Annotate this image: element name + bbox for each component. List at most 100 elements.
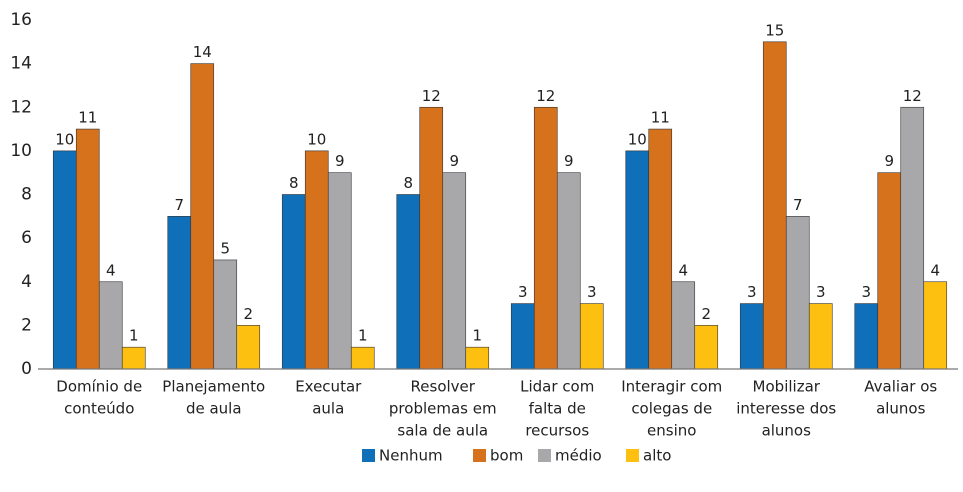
- legend-swatch: [626, 449, 639, 462]
- data-label: 10: [628, 130, 647, 148]
- data-label: 2: [701, 305, 711, 323]
- data-label: 8: [289, 174, 299, 192]
- bar: [533, 106, 558, 370]
- y-tick-label: 2: [21, 315, 32, 335]
- bar: [556, 172, 581, 370]
- data-label: 3: [861, 283, 871, 301]
- data-label: 9: [335, 152, 345, 170]
- y-tick-label: 12: [10, 97, 32, 117]
- data-label: 4: [678, 261, 688, 279]
- data-label: 1: [358, 327, 368, 345]
- x-tick-label: problemas em: [389, 400, 497, 418]
- data-label: 9: [449, 152, 459, 170]
- data-label: 3: [587, 283, 597, 301]
- x-tick-label: recursos: [525, 422, 589, 440]
- x-tick-label: colegas de: [631, 400, 712, 418]
- data-label: 1: [472, 327, 482, 345]
- x-tick-label: falta de: [529, 400, 586, 418]
- data-label: 12: [903, 87, 922, 105]
- data-label: 3: [816, 283, 826, 301]
- bar: [121, 346, 146, 370]
- data-label: 7: [793, 196, 803, 214]
- data-label: 3: [518, 283, 528, 301]
- x-tick-label: conteúdo: [64, 400, 134, 418]
- bar: [625, 150, 650, 370]
- data-label: 11: [78, 109, 97, 127]
- data-label: 10: [307, 130, 326, 148]
- legend-swatch: [362, 449, 375, 462]
- data-label: 4: [930, 261, 940, 279]
- bar: [190, 63, 215, 370]
- y-tick-label: 14: [10, 54, 32, 74]
- x-tick-label: ensino: [647, 422, 696, 440]
- x-tick-label: Domínio de: [56, 378, 142, 396]
- bar: [396, 194, 421, 370]
- x-tick-label: alunos: [876, 400, 926, 418]
- data-label: 1: [129, 327, 139, 345]
- x-tick-label: Mobilizar: [753, 378, 821, 396]
- bar: [281, 194, 306, 370]
- data-label: 9: [564, 152, 574, 170]
- bar: [900, 106, 925, 370]
- data-label: 5: [220, 239, 230, 257]
- data-label: 9: [884, 152, 894, 170]
- legend-swatch: [538, 449, 551, 462]
- y-tick-label: 4: [21, 272, 32, 292]
- data-label: 8: [403, 174, 413, 192]
- bar: [442, 172, 467, 370]
- data-label: 7: [174, 196, 184, 214]
- legend-label: alto: [643, 447, 671, 465]
- y-tick-label: 0: [21, 359, 32, 379]
- x-tick-label: Executar: [295, 378, 362, 396]
- bar: [167, 216, 192, 370]
- data-label: 4: [106, 261, 116, 279]
- data-label: 11: [651, 109, 670, 127]
- legend-swatch: [473, 449, 486, 462]
- data-label: 12: [536, 87, 555, 105]
- bar: [327, 172, 352, 370]
- y-tick-label: 8: [21, 185, 32, 205]
- data-label: 15: [765, 21, 784, 39]
- legend-label: bom: [490, 447, 523, 465]
- x-tick-label: Planejamento: [162, 378, 265, 396]
- x-tick-label: de aula: [186, 400, 242, 418]
- data-label: 2: [243, 305, 253, 323]
- bar: [465, 346, 490, 370]
- data-label: 12: [422, 87, 441, 105]
- bar: [419, 106, 444, 370]
- bar: [739, 303, 764, 370]
- legend-label: médio: [555, 447, 602, 465]
- bar: [762, 41, 787, 370]
- bar: [98, 281, 123, 370]
- x-tick-label: sala de aula: [397, 422, 488, 440]
- bar: [854, 303, 879, 370]
- data-label: 3: [747, 283, 757, 301]
- bar: [671, 281, 696, 370]
- x-tick-label: Lidar com: [520, 378, 594, 396]
- bar: [923, 281, 948, 370]
- bar: [213, 259, 238, 370]
- y-tick-label: 6: [21, 228, 32, 248]
- y-tick-label: 16: [10, 10, 32, 30]
- bar: [75, 128, 100, 370]
- x-tick-label: alunos: [762, 422, 812, 440]
- bar: [808, 303, 833, 370]
- y-tick-label: 10: [10, 141, 32, 161]
- bar: [877, 172, 902, 370]
- bar: [52, 150, 77, 370]
- legend-label: Nenhum: [379, 447, 443, 465]
- bar: [304, 150, 329, 370]
- x-tick-label: Avaliar os: [864, 378, 937, 396]
- x-tick-label: Resolver: [411, 378, 476, 396]
- bar: [350, 346, 375, 370]
- x-tick-label: interesse dos: [736, 400, 836, 418]
- bar: [785, 216, 810, 370]
- x-tick-label: aula: [312, 400, 344, 418]
- bar: [510, 303, 535, 370]
- data-label: 10: [55, 130, 74, 148]
- data-label: 14: [193, 43, 212, 61]
- bar: [236, 325, 261, 370]
- bar: [648, 128, 673, 370]
- x-tick-label: Interagir com: [621, 378, 722, 396]
